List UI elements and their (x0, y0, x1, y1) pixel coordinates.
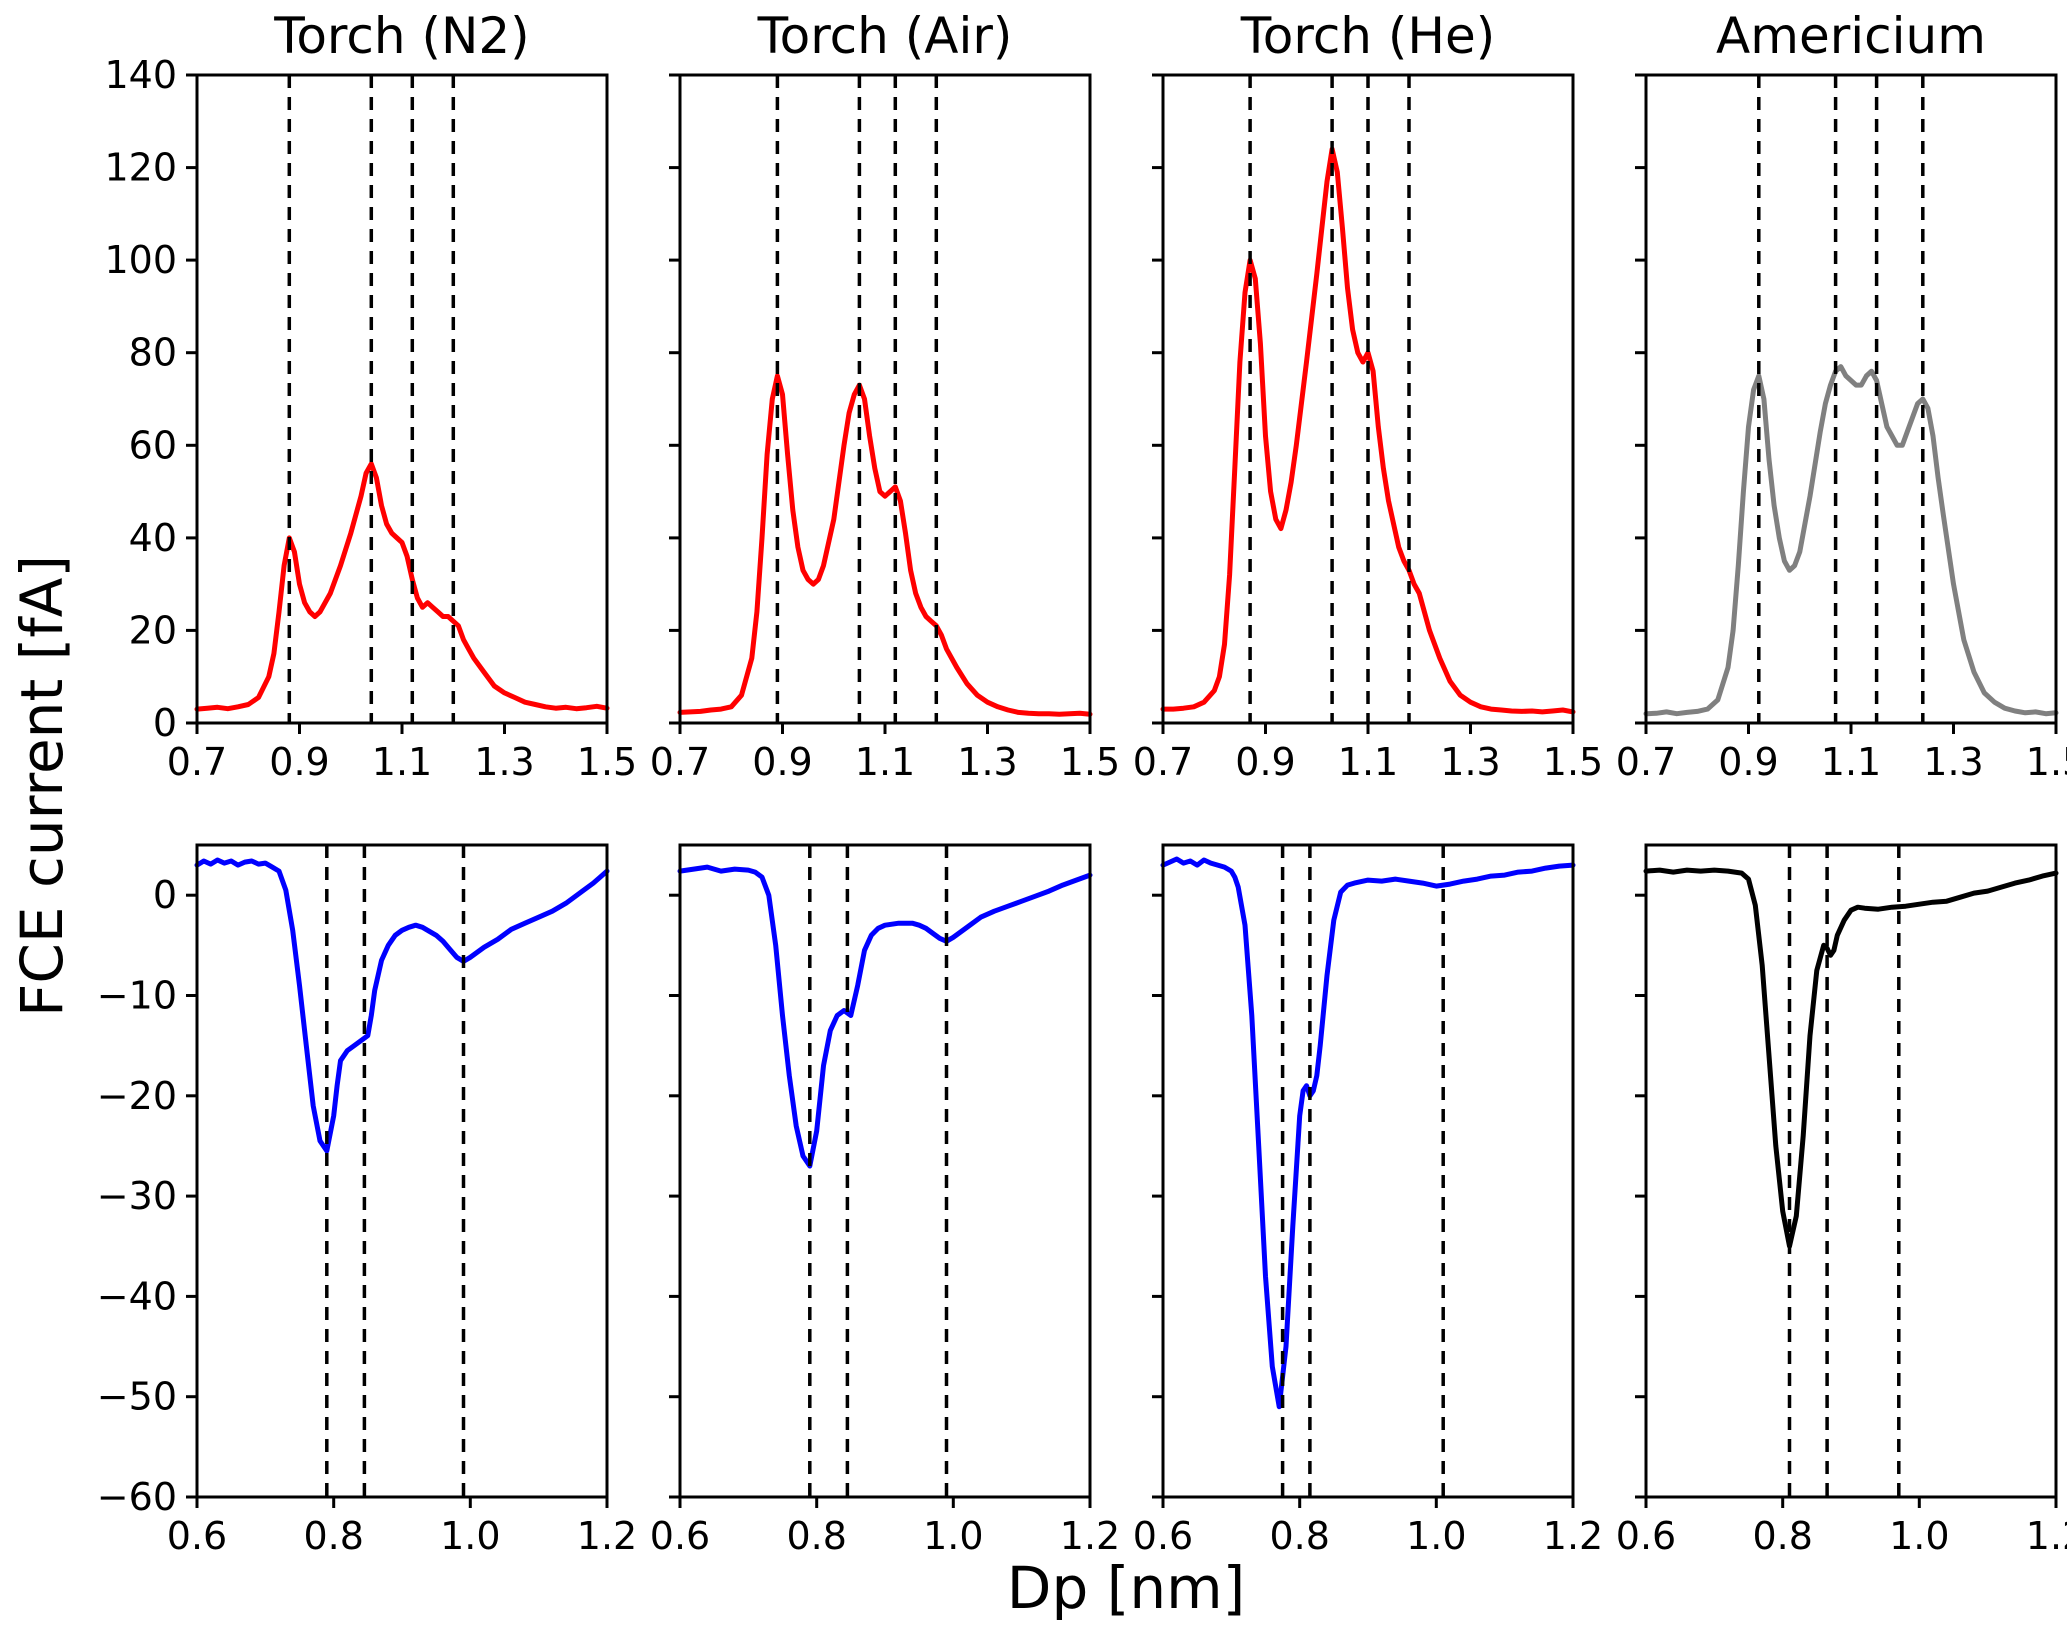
x-tick-label: 1.2 (577, 1514, 637, 1558)
subplot-torch-he-negative: 0.6 0.8 1.0 1.2 (1133, 843, 1603, 1558)
axes-spines (1161, 843, 1575, 1499)
x-tick-label: 1.5 (577, 740, 637, 784)
y-tick-label: 0 (153, 701, 177, 745)
data-line (1643, 867, 2059, 1249)
x-tick-label: 1.0 (1889, 1514, 1949, 1558)
y-tick-label: −60 (97, 1475, 177, 1519)
x-tick-label: 0.6 (1616, 1514, 1676, 1558)
y-tick-label: −10 (97, 974, 177, 1018)
data-line (1160, 856, 1576, 1410)
x-tick-label: 1.1 (1338, 740, 1398, 784)
x-tick-label: 0.6 (650, 1514, 710, 1558)
x-tick-label: 1.1 (855, 740, 915, 784)
y-tick-label: 40 (129, 516, 177, 560)
subplot-torch-n2-negative: 0.6 0.8 1.0 1.2 −60 −50 −40 −30 −20 −10 0 (97, 843, 637, 1558)
data-line (677, 864, 1093, 1169)
x-tick-label: 0.9 (752, 740, 812, 784)
subplot-torch-he-positive: 0.7 0.9 1.1 1.3 1.5 Torch (He) (1133, 7, 1603, 784)
x-tick-label: 1.5 (1543, 740, 1603, 784)
x-tick-label: 1.3 (1923, 740, 1983, 784)
subplot-americium-positive: 0.7 0.9 1.1 1.3 1.5 Americium (1616, 7, 2067, 784)
axes-spines (678, 843, 1092, 1499)
x-tick-label: 1.5 (1060, 740, 1120, 784)
subplot-title: Torch (N2) (273, 7, 529, 65)
x-tick-label: 1.2 (2026, 1514, 2067, 1558)
x-tick-label: 1.2 (1060, 1514, 1120, 1558)
x-tick-label: 1.0 (923, 1514, 983, 1558)
subplot-title: Torch (Air) (757, 7, 1013, 65)
y-tick-label: 100 (104, 238, 177, 282)
x-tick-label: 1.3 (957, 740, 1017, 784)
x-tick-label: 0.8 (786, 1514, 846, 1558)
data-line (1643, 364, 2059, 717)
y-tick-label: 20 (129, 608, 177, 652)
y-tick-label: −50 (97, 1375, 177, 1419)
x-tick-label: 1.0 (1406, 1514, 1466, 1558)
x-tick-label: 0.8 (1269, 1514, 1329, 1558)
x-tick-label: 1.2 (1543, 1514, 1603, 1558)
x-tick-label: 0.6 (1133, 1514, 1193, 1558)
y-axis-label: FCE current [fA] (8, 555, 76, 1017)
x-tick-label: 0.7 (1133, 740, 1193, 784)
x-tick-label: 1.3 (474, 740, 534, 784)
axes-spines (1644, 73, 2058, 725)
x-tick-label: 0.8 (1752, 1514, 1812, 1558)
axes-spines (195, 73, 609, 725)
x-axis-label: Dp [nm] (1006, 1554, 1246, 1622)
x-tick-label: 1.1 (372, 740, 432, 784)
subplot-torch-air-positive: 0.7 0.9 1.1 1.3 1.5 Torch (Air) (650, 7, 1120, 784)
subplot-title: Torch (He) (1240, 7, 1496, 65)
x-tick-label: 0.9 (269, 740, 329, 784)
x-tick-label: 0.7 (650, 740, 710, 784)
x-tick-label: 0.7 (167, 740, 227, 784)
x-tick-label: 0.9 (1718, 740, 1778, 784)
axes-spines (678, 73, 1092, 725)
x-tick-label: 0.9 (1235, 740, 1295, 784)
axes-spines (1644, 843, 2058, 1499)
x-tick-label: 0.6 (167, 1514, 227, 1558)
x-tick-label: 1.3 (1440, 740, 1500, 784)
data-line (1160, 146, 1576, 715)
y-tick-label: −30 (97, 1174, 177, 1218)
data-line (194, 461, 610, 712)
x-tick-label: 0.8 (303, 1514, 363, 1558)
x-tick-label: 0.7 (1616, 740, 1676, 784)
y-tick-label: 0 (153, 873, 177, 917)
axes-spines (195, 843, 609, 1499)
x-tick-label: 1.1 (1821, 740, 1881, 784)
y-tick-label: 80 (129, 331, 177, 375)
x-tick-label: 1.5 (2026, 740, 2067, 784)
subplot-americium-negative: 0.6 0.8 1.0 1.2 (1616, 843, 2067, 1558)
y-tick-label: 120 (104, 146, 177, 190)
y-tick-label: 140 (104, 53, 177, 97)
data-line (677, 373, 1093, 717)
y-tick-label: −40 (97, 1274, 177, 1318)
subplot-torch-air-negative: 0.6 0.8 1.0 1.2 (650, 843, 1120, 1558)
data-line (194, 857, 610, 1154)
y-tick-label: 60 (129, 423, 177, 467)
y-tick-label: −20 (97, 1074, 177, 1118)
x-tick-label: 1.0 (440, 1514, 500, 1558)
subplot-torch-n2-positive: 0.7 0.9 1.1 1.3 1.5 0 20 40 60 80 100 120 140 Torch (… (104, 7, 637, 784)
subplot-title: Americium (1716, 7, 1986, 65)
